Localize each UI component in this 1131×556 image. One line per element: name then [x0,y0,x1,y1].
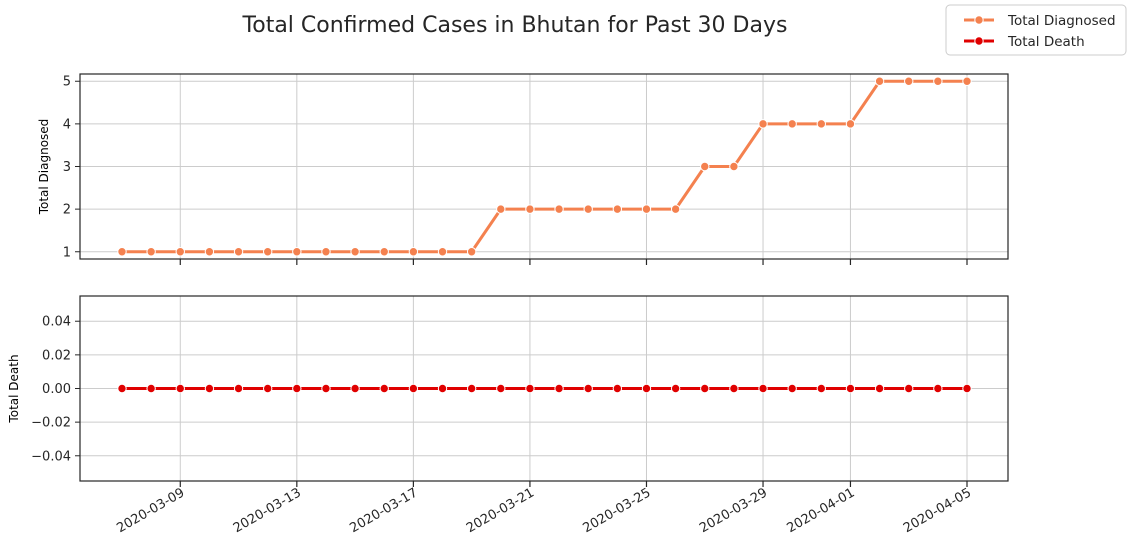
x-tick-label: 2020-03-09 [114,485,187,536]
x-tick-label: 2020-03-13 [231,485,304,536]
y-tick-label: 0.00 [42,382,71,397]
data-point [641,204,652,214]
data-point [466,383,477,394]
data-point [321,247,331,257]
x-tick-label: 2020-03-25 [581,485,654,536]
y-tick-label: 0.02 [42,348,71,363]
data-point [729,161,739,172]
x-tick-label: 2020-04-01 [785,485,858,536]
plot-frame [79,295,1009,482]
data-point [583,383,593,394]
data-point [437,247,448,257]
data-point [874,76,885,86]
series-line [122,79,967,254]
data-point [641,383,652,394]
data-point [233,247,244,257]
y-tick-label: −0.04 [31,449,71,464]
data-point [292,383,302,394]
data-point [262,247,273,257]
data-point [583,204,593,214]
data-point [525,383,535,394]
y-tick-label: 3 [63,160,71,175]
data-point [729,383,739,394]
legend-label-diagnosed: Total Diagnosed [1007,13,1116,29]
x-tick-label: 2020-03-29 [697,485,770,536]
y-tick-label: 5 [63,75,71,90]
data-point [496,383,506,394]
data-point [700,383,710,394]
data-point [758,383,768,394]
data-point [262,383,273,394]
y-axis-label: Total Death [7,354,21,423]
data-point [525,204,535,214]
legend: Total Diagnosed Total Death [945,4,1127,56]
data-point [700,161,710,172]
data-point [933,76,943,86]
y-tick-label: −0.02 [31,416,71,431]
data-point [962,383,972,394]
x-tick-label: 2020-03-21 [464,485,537,536]
data-point [787,119,797,129]
data-point [175,383,185,394]
x-tick-label: 2020-03-17 [347,485,420,536]
data-point [146,247,156,257]
data-point [437,383,448,394]
y-tick-label: 2 [63,203,71,218]
data-point [408,247,419,257]
data-point [233,383,244,394]
data-point [554,204,564,214]
data-point [292,247,302,257]
legend-label-death: Total Death [1007,34,1085,50]
data-point [904,383,914,394]
data-point [204,383,215,394]
data-point [350,247,360,257]
data-point [670,204,681,214]
data-point [175,247,185,257]
y-tick-label: 1 [63,245,71,260]
data-point [904,76,914,86]
data-point [554,383,564,394]
data-point [933,383,943,394]
data-point [787,383,797,394]
data-point [204,247,215,257]
x-axis-labels: 2020-03-09 2020-03-13 2020-03-17 2020-03-21… [114,485,974,536]
x-tick-label: 2020-04-05 [901,485,974,536]
y-axis-label: Total Diagnosed [37,119,51,216]
data-point [117,247,127,257]
legend-marker-death [974,36,984,46]
data-point [321,383,331,394]
data-point [845,383,856,394]
data-point [466,247,477,257]
diagnosed-panel: 1 2 3 4 5 Total Diagnosed [37,73,1009,265]
data-point [874,383,885,394]
data-point [146,383,156,394]
data-point [758,119,768,129]
chart-title: Total Confirmed Cases in Bhutan for Past… [242,13,788,38]
data-point [670,383,681,394]
data-point [496,204,506,214]
data-point [612,383,623,394]
data-point [816,383,827,394]
data-point [612,204,623,214]
plot-frame [79,73,1009,260]
data-point [962,76,972,86]
legend-marker-diagnosed [974,15,984,25]
data-point [845,119,856,129]
data-point [379,383,389,394]
data-point [117,383,127,394]
y-tick-label: 4 [63,117,71,132]
data-point [816,119,827,129]
y-tick-label: 0.04 [42,315,71,330]
death-panel: 0.04 0.02 0.00 −0.02 −0.04 Total Death [7,295,1009,487]
data-point [379,247,389,257]
data-point [408,383,419,394]
data-point [350,383,360,394]
